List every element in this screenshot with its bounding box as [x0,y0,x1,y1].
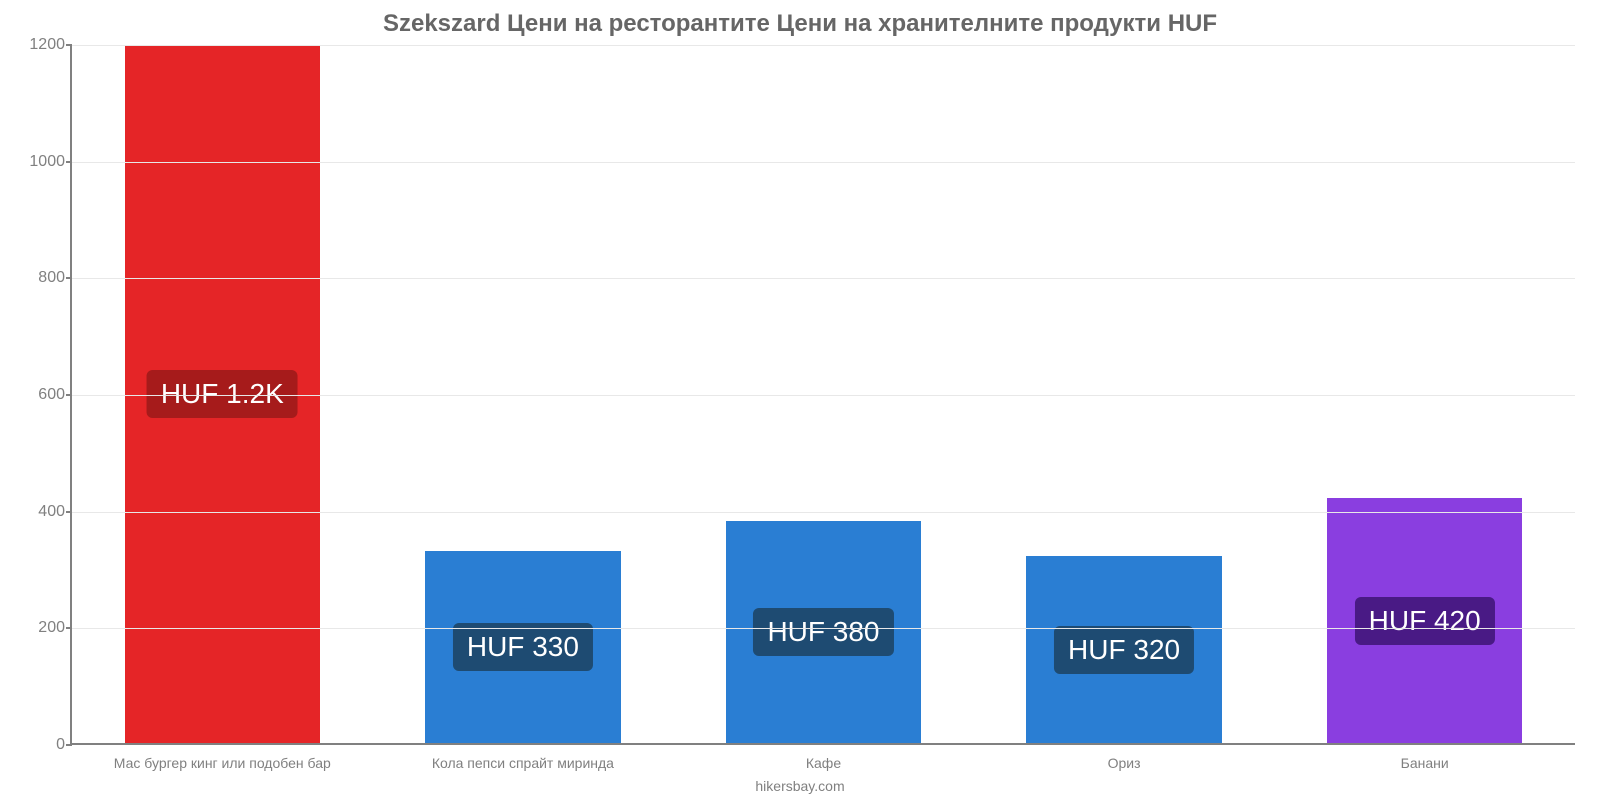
value-badge: HUF 1.2K [147,370,298,418]
x-axis-label: Ориз [1108,755,1141,771]
value-badge: HUF 330 [453,623,593,671]
y-tick-label: 0 [17,736,65,754]
y-tick-mark [66,744,72,746]
y-tick-mark [66,161,72,163]
gridline [72,512,1575,513]
y-tick-mark [66,277,72,279]
y-tick-label: 800 [17,269,65,287]
value-badge: HUF 420 [1355,597,1495,645]
gridline [72,628,1575,629]
gridline [72,278,1575,279]
bars-row: HUF 1.2KМас бургер кинг или подобен барH… [72,45,1575,743]
y-tick-label: 200 [17,619,65,637]
bar: HUF 1.2K [125,45,320,743]
y-tick-mark [66,394,72,396]
bar: HUF 420 [1327,498,1522,743]
x-axis-label: Кола пепси спрайт миринда [432,755,614,771]
bar: HUF 320 [1026,556,1221,743]
gridline [72,395,1575,396]
x-axis-label: Банани [1401,755,1449,771]
gridline [72,45,1575,46]
x-axis-label: Мас бургер кинг или подобен бар [114,755,331,771]
bar-slot: HUF 1.2KМас бургер кинг или подобен бар [72,45,373,743]
bar: HUF 330 [425,551,620,744]
chart-title: Szekszard Цени на ресторантите Цени на х… [0,10,1600,38]
value-badge: HUF 320 [1054,626,1194,674]
y-tick-label: 400 [17,503,65,521]
value-badge: HUF 380 [753,608,893,656]
bar-slot: HUF 380Кафе [673,45,974,743]
y-tick-label: 1200 [17,36,65,54]
y-tick-mark [66,627,72,629]
bar-slot: HUF 330Кола пепси спрайт миринда [373,45,674,743]
bar-slot: HUF 420Банани [1274,45,1575,743]
gridline [72,162,1575,163]
x-axis-label: Кафе [806,755,841,771]
y-tick-mark [66,44,72,46]
y-tick-label: 1000 [17,153,65,171]
y-tick-label: 600 [17,386,65,404]
plot-area: HUF 1.2KМас бургер кинг или подобен барH… [70,45,1575,745]
y-tick-mark [66,511,72,513]
bar: HUF 380 [726,521,921,743]
bar-slot: HUF 320Ориз [974,45,1275,743]
chart-container: Szekszard Цени на ресторантите Цени на х… [0,0,1600,800]
footer-credit: hikersbay.com [0,778,1600,794]
